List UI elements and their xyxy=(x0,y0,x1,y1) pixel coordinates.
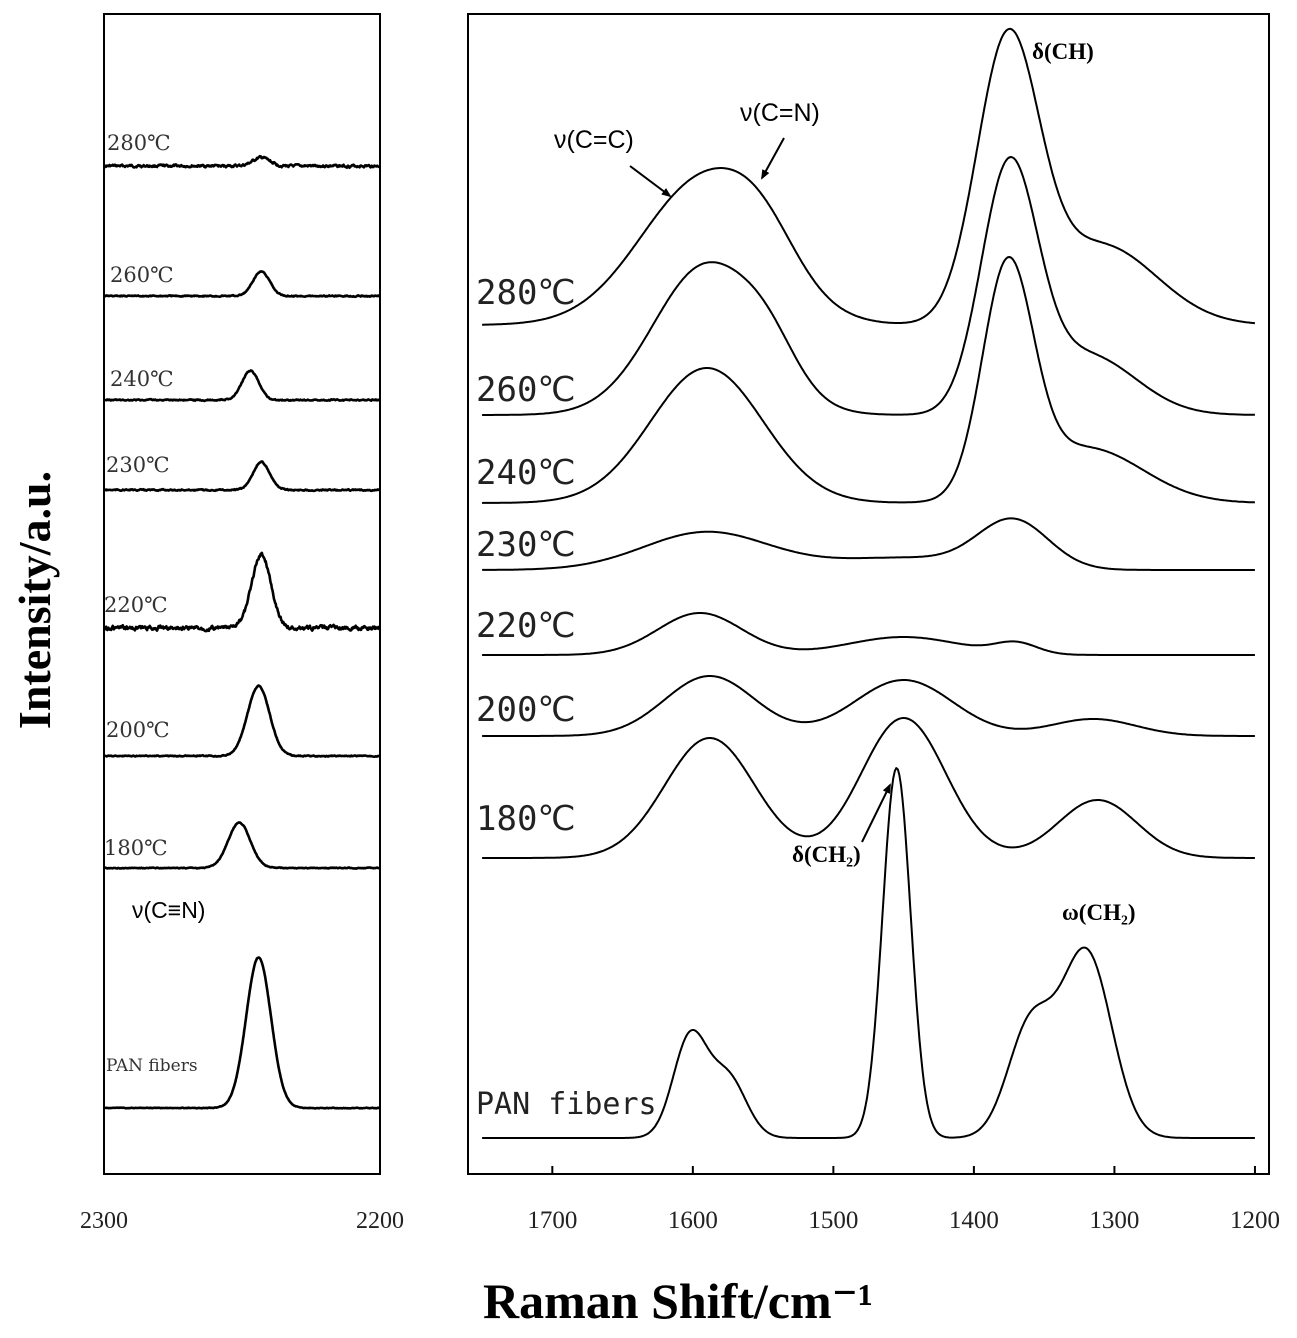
left-x-tick-label: 2200 xyxy=(356,1208,404,1234)
arrow-cc-stretch xyxy=(629,165,672,198)
right-x-tick-label: 1600 xyxy=(668,1207,718,1234)
annotation-cc-stretch: ν(C=C) xyxy=(554,126,634,154)
left-spectrum-200℃ xyxy=(103,684,381,758)
left-spectrum-180℃ xyxy=(103,821,381,870)
left-x-tick-label: 2300 xyxy=(80,1208,128,1234)
right-spectrum-280℃ xyxy=(482,27,1256,326)
annotation-ch2-wag: ω(CH₂) xyxy=(1062,900,1136,925)
left-spectrum-PAN fibers xyxy=(103,956,381,1110)
left-series-label: PAN fibers xyxy=(106,1056,198,1076)
left-panel: 280℃ 260℃ 240℃ 230℃ 220℃ 200℃ 180℃ PAN fibers 2… xyxy=(80,13,404,1234)
right-series-label: PAN fibers xyxy=(476,1087,657,1122)
x-axis-label: Raman Shift/cm⁻¹ xyxy=(483,1273,873,1329)
right-x-tick-label: 1400 xyxy=(949,1207,999,1234)
annotation-cn-triple-bond: ν(C≡N) xyxy=(132,897,205,923)
right-spectrum-260℃ xyxy=(482,156,1255,416)
arrow-cn-stretch xyxy=(761,137,785,180)
right-series-label: 280℃ xyxy=(476,273,576,313)
left-series-label: 260℃ xyxy=(110,263,174,287)
right-series-label: 260℃ xyxy=(476,370,576,410)
left-spectrum-220℃ xyxy=(103,551,382,633)
right-x-tick-label: 1500 xyxy=(808,1207,858,1234)
annotation-cn-stretch: ν(C=N) xyxy=(740,99,820,127)
left-spectrum-240℃ xyxy=(103,369,381,403)
left-spectrum-280℃ xyxy=(103,154,381,169)
right-panel: 280℃ 260℃ 240℃ 230℃ 220℃ 200℃ 180℃ PAN fibers 1… xyxy=(467,13,1280,1234)
left-panel-curves xyxy=(103,154,382,1110)
right-series-label: 180℃ xyxy=(476,799,576,839)
annotation-ch-bend: δ(CH) xyxy=(1032,39,1094,64)
right-series-label: 220℃ xyxy=(476,606,576,646)
right-series-label: 230℃ xyxy=(476,525,576,565)
arrow-ch2-bend xyxy=(861,783,891,843)
right-spectrum-230℃ xyxy=(482,517,1255,571)
left-panel-frame xyxy=(103,13,381,1175)
right-x-tick-label: 1200 xyxy=(1230,1207,1280,1234)
left-series-label: 240℃ xyxy=(110,367,174,391)
right-spectrum-240℃ xyxy=(482,256,1255,504)
left-panel-x-ticks: 2300 2200 xyxy=(80,1208,404,1234)
left-series-label: 220℃ xyxy=(104,593,168,617)
left-series-label: 200℃ xyxy=(106,718,170,742)
right-x-tick-label: 1300 xyxy=(1089,1207,1139,1234)
y-axis-label: Intensity/a.u. xyxy=(9,471,60,729)
left-panel-series-labels: 280℃ 260℃ 240℃ 230℃ 220℃ 200℃ 180℃ PAN fibers xyxy=(104,131,198,1076)
left-series-label: 230℃ xyxy=(106,453,170,477)
right-spectrum-180℃ xyxy=(482,717,1255,859)
right-series-label: 240℃ xyxy=(476,453,576,493)
right-spectrum-200℃ xyxy=(482,675,1255,737)
right-series-label: 200℃ xyxy=(476,690,576,730)
right-spectrum-PAN fibers xyxy=(482,767,1255,1139)
annotation-ch2-bend: δ(CH₂) xyxy=(792,842,861,867)
right-panel-curves xyxy=(482,27,1256,1139)
right-x-tick-label: 1700 xyxy=(527,1207,577,1234)
left-series-label: 180℃ xyxy=(104,836,168,860)
left-spectrum-230℃ xyxy=(103,460,381,493)
left-spectrum-260℃ xyxy=(103,270,381,299)
right-spectrum-220℃ xyxy=(482,612,1255,656)
left-series-label: 280℃ xyxy=(107,131,171,155)
right-panel-x-ticks: 1700 1600 1500 1400 1300 1200 xyxy=(527,1166,1280,1234)
right-panel-frame xyxy=(467,13,1270,1175)
right-panel-series-labels: 280℃ 260℃ 240℃ 230℃ 220℃ 200℃ 180℃ PAN fibers xyxy=(476,273,657,1122)
